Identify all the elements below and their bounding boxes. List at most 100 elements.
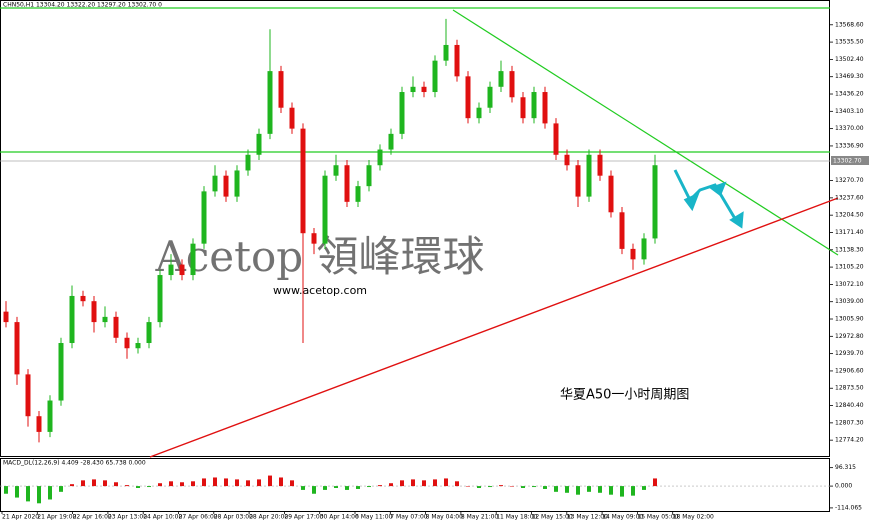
y-tick-label: 13171.40 (835, 229, 864, 236)
annotation: 华夏A50一小时周期图 (560, 388, 689, 403)
macd-bar (378, 485, 382, 487)
macd-tick-label: -114.065 (835, 504, 862, 511)
macd-bar (169, 481, 173, 487)
trend-line-up (149, 197, 839, 458)
candle-body (102, 316, 108, 323)
candle-body (520, 97, 526, 119)
chart-title: CHN50,H1 13304.20 13322.20 13297.20 1330… (3, 2, 162, 9)
candle-body (388, 133, 394, 150)
y-tick-label: 13436.20 (835, 91, 864, 98)
y-tick-label: 13072.10 (835, 281, 864, 288)
macd-bar (554, 486, 558, 492)
y-tick-label: 13270.70 (835, 177, 864, 184)
macd-bar (323, 486, 327, 490)
macd-label: MACD_DL(12,26,9) 4.409 -28.430 65.738 0.… (3, 460, 146, 467)
macd-bar (455, 481, 459, 487)
x-tick-label: 27 Apr 06:00 (179, 514, 218, 521)
candle-body (443, 44, 449, 61)
y-tick-label: 13204.50 (835, 212, 864, 219)
x-tick-label: 13 May 12:00 (567, 514, 608, 521)
macd-bar (125, 485, 129, 487)
candle-body (256, 133, 262, 155)
macd-bar (477, 486, 481, 488)
macd-bar (81, 480, 85, 487)
x-tick-label: 15 May 05:00 (637, 514, 678, 521)
y-tick-label: 13237.60 (835, 194, 864, 201)
y-tick-label: 12906.60 (835, 367, 864, 374)
last-price-box (831, 156, 869, 165)
macd-bar (279, 477, 283, 487)
y-tick-label: 13403.10 (835, 108, 864, 115)
candle-body (36, 416, 42, 432)
macd-bar (257, 479, 261, 487)
candle-body (553, 123, 559, 155)
macd-bar (543, 486, 547, 489)
candle-body (91, 301, 97, 323)
macd-bar (576, 486, 580, 495)
candle-body (69, 295, 75, 344)
y-tick-label: 13370.00 (835, 125, 864, 132)
x-tick-label: 24 Apr 10:00 (143, 514, 182, 521)
candle-body (476, 107, 482, 119)
macd-bar (422, 480, 426, 487)
candle-body (487, 86, 493, 108)
candle-body (355, 186, 361, 202)
macd-bar (4, 486, 8, 494)
trend-line-down (452, 9, 839, 256)
candle-body (597, 154, 603, 176)
macd-tick-label: 0.000 (835, 483, 852, 490)
macd-bar (345, 486, 349, 490)
candle-body (311, 233, 317, 244)
macd-bar (565, 486, 569, 493)
candle-body (366, 165, 372, 187)
y-tick-label: 13005.90 (835, 316, 864, 323)
forecast-arrows (673, 169, 744, 229)
candle-body (564, 154, 570, 166)
x-tick-label: 23 Apr 13:00 (108, 514, 147, 521)
y-tick-label: 12939.70 (835, 350, 864, 357)
candle-body (641, 238, 647, 260)
candle-body (3, 311, 9, 323)
candle-body (201, 191, 207, 244)
watermark: Acetop 領峰環球 (154, 232, 484, 281)
x-tick-label: 21 Apr 19:00 (37, 514, 76, 521)
candle-body (619, 212, 625, 249)
candle-body (410, 86, 416, 93)
macd-bar (26, 486, 30, 502)
candle-body (124, 337, 130, 349)
x-tick-label: 21 Apr 2020 (2, 514, 39, 521)
candle-body (14, 322, 20, 375)
x-tick-label: 30 Apr 14:00 (320, 514, 359, 521)
candle-body (531, 92, 537, 119)
x-tick-label: 11 May 18:00 (496, 514, 537, 521)
y-tick-label: 13039.00 (835, 298, 864, 305)
x-tick-label: 8 May 21:00 (461, 514, 499, 521)
y-tick-label: 13105.20 (835, 264, 864, 271)
x-tick-label: 8 May 04:00 (426, 514, 464, 521)
y-tick-label: 12774.20 (835, 437, 864, 444)
macd-bar (400, 480, 404, 487)
y-tick-label: 12972.80 (835, 333, 864, 340)
macd-bar (499, 485, 503, 487)
y-tick-label: 13568.60 (835, 21, 864, 28)
candle-body (135, 343, 141, 349)
macd-bar (521, 486, 525, 488)
y-tick-label: 12873.50 (835, 385, 864, 392)
macd-bar (488, 486, 492, 488)
macd-bar (15, 486, 19, 498)
candle-body (608, 175, 614, 213)
candle-body (333, 165, 339, 176)
macd-bar (653, 478, 657, 487)
macd-tick-label: 96.315 (835, 464, 856, 471)
macd-bar (180, 482, 184, 487)
candle-body (421, 86, 427, 93)
macd-bar (356, 486, 360, 489)
x-tick-label: 18 May 02:00 (673, 514, 714, 521)
macd-bar (389, 483, 393, 487)
x-tick-label: 7 May 07:00 (390, 514, 428, 521)
candle-body (344, 165, 350, 202)
candle-body (190, 243, 196, 276)
candle-body (47, 400, 53, 432)
candle-body (267, 71, 273, 134)
